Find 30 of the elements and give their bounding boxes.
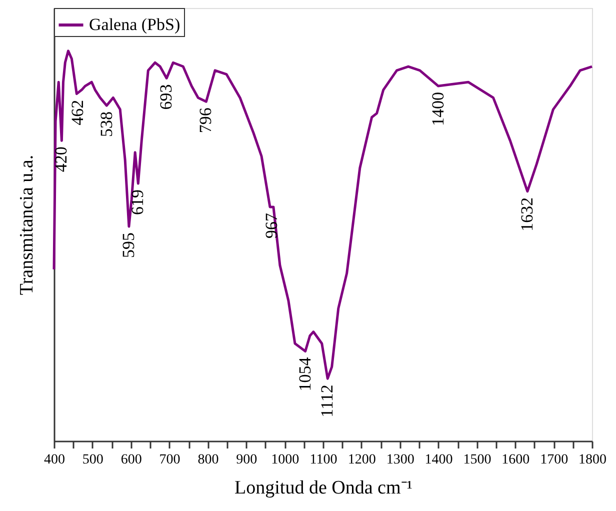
annotation: 1632 [517, 197, 536, 232]
legend-label: Galena (PbS) [89, 15, 180, 34]
annotation: 693 [156, 84, 176, 110]
x-tick-label: 1300 [386, 452, 414, 468]
x-tick-label: 700 [159, 452, 180, 468]
annotation: 1400 [428, 92, 448, 126]
x-tick-label: 1000 [271, 452, 300, 468]
x-axis-title: Longitud de Onda cm⁻¹ [234, 478, 413, 498]
x-tick-label: 1500 [463, 452, 492, 468]
annotation: 1054 [295, 356, 314, 392]
x-tick-label: 500 [82, 452, 104, 468]
x-tick-label: 1400 [424, 452, 453, 468]
annotation: 420 [52, 146, 71, 172]
annotation: 1112 [318, 384, 337, 418]
x-tick-label: 600 [120, 452, 142, 468]
x-tick-label: 1800 [578, 452, 606, 468]
annotation: 796 [196, 108, 216, 134]
x-tick-label: 400 [44, 452, 65, 468]
x-tick-label: 1600 [502, 452, 530, 468]
annotation: 967 [262, 212, 281, 238]
x-tick-label: 900 [236, 452, 258, 468]
annotation: 462 [68, 100, 87, 126]
annotation: 595 [118, 232, 138, 258]
x-tick-label: 800 [198, 452, 219, 468]
x-tick-label: 1200 [348, 452, 376, 468]
x-tick-label: 1100 [310, 452, 338, 468]
annotation: 538 [97, 112, 116, 138]
annotation: 619 [128, 190, 148, 216]
y-axis-title: Transmitancia u.a. [16, 154, 38, 296]
x-tick-label: 1700 [540, 452, 568, 468]
